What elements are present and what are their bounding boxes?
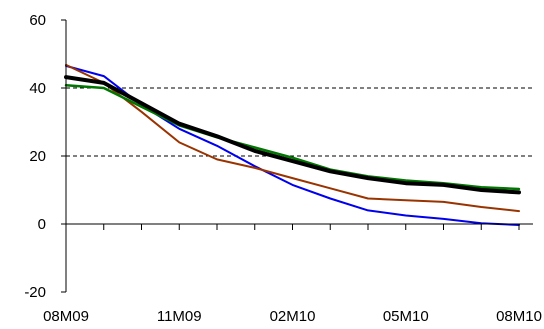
gridlines [66,87,533,157]
y-tick-label: 60 [29,12,46,29]
axes [61,19,533,293]
y-tick-label: 40 [29,80,46,97]
x-tick-label: 08M10 [496,308,542,325]
y-tick-label: -20 [24,284,46,301]
x-tick-label: 05M10 [383,308,429,325]
series-line-4 [64,75,521,195]
x-tick-label: 02M10 [270,308,316,325]
x-tick-label: 11M09 [157,308,202,325]
y-tick-label: 20 [29,148,46,165]
y-tick-label: 0 [38,216,46,233]
x-tick-label: 08M09 [43,308,89,325]
x-tick-labels: 08M09 11M09 02M10 05M10 08M10 [43,308,542,325]
series-line-1 [65,64,520,226]
series-lines [64,63,521,226]
y-tick-labels: -20 0 20 40 60 [24,12,46,301]
series-line-2 [65,63,520,213]
